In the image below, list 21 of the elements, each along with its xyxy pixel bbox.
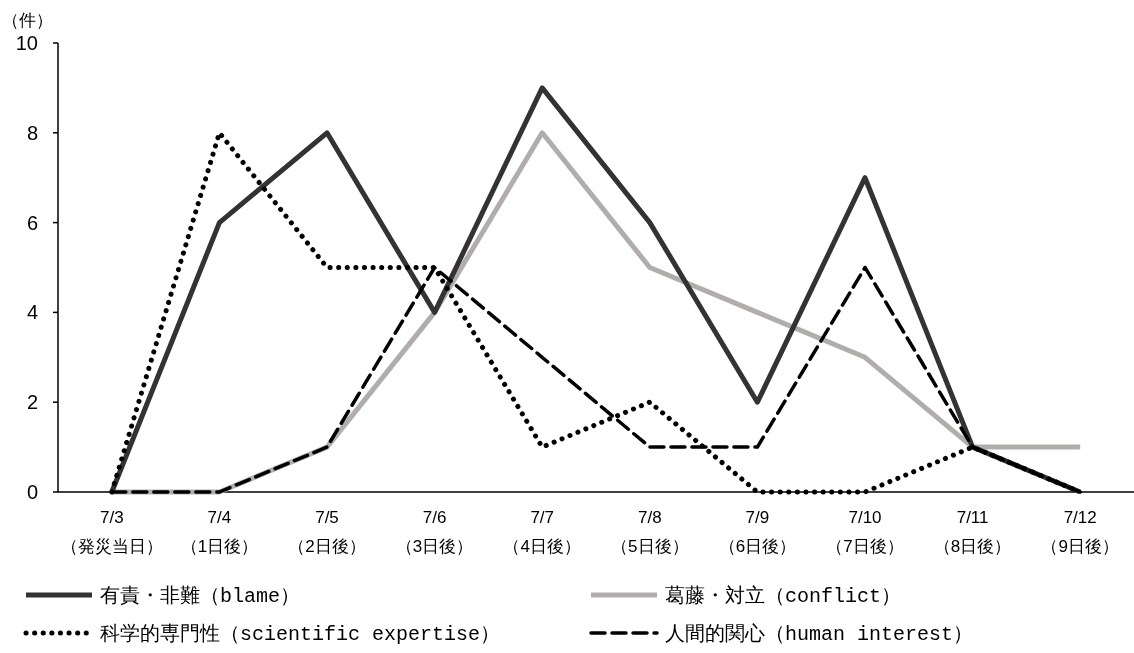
x-tick-label: 7/11 （8日後） — [933, 507, 1012, 556]
x-tick-label: 7/7 （4日後） — [503, 507, 581, 556]
y-tick-label: 2 — [26, 391, 38, 414]
legend-label: 科学的専門性（scientific expertise） — [100, 623, 501, 646]
y-tick-label: 0 — [26, 481, 38, 503]
x-tick-label: 7/12 （9日後） — [1041, 507, 1119, 556]
y-tick-label: 4 — [26, 301, 38, 324]
y-tick-label: 6 — [26, 211, 38, 234]
legend-label: 葛藤・対立（conflict） — [665, 585, 902, 608]
y-axis-title: （件） — [1, 10, 53, 30]
legend-label: 有責・非難（blame） — [100, 585, 301, 608]
x-tick-label: 7/9 （6日後） — [718, 507, 797, 556]
x-tick-label: 7/3 （発災当日） — [60, 507, 163, 556]
y-tick-label: 10 — [15, 32, 38, 54]
x-tick-label: 7/10 （7日後） — [826, 507, 904, 556]
x-tick-label: 7/5 （2日後） — [288, 507, 366, 556]
legend-label: 人間的関心（human interest） — [665, 623, 974, 646]
y-tick-label: 8 — [26, 121, 38, 144]
x-tick-label: 7/6 （3日後） — [395, 507, 474, 556]
x-tick-label: 7/8 （5日後） — [611, 507, 689, 556]
x-tick-label: 7/4 （1日後） — [180, 507, 259, 556]
